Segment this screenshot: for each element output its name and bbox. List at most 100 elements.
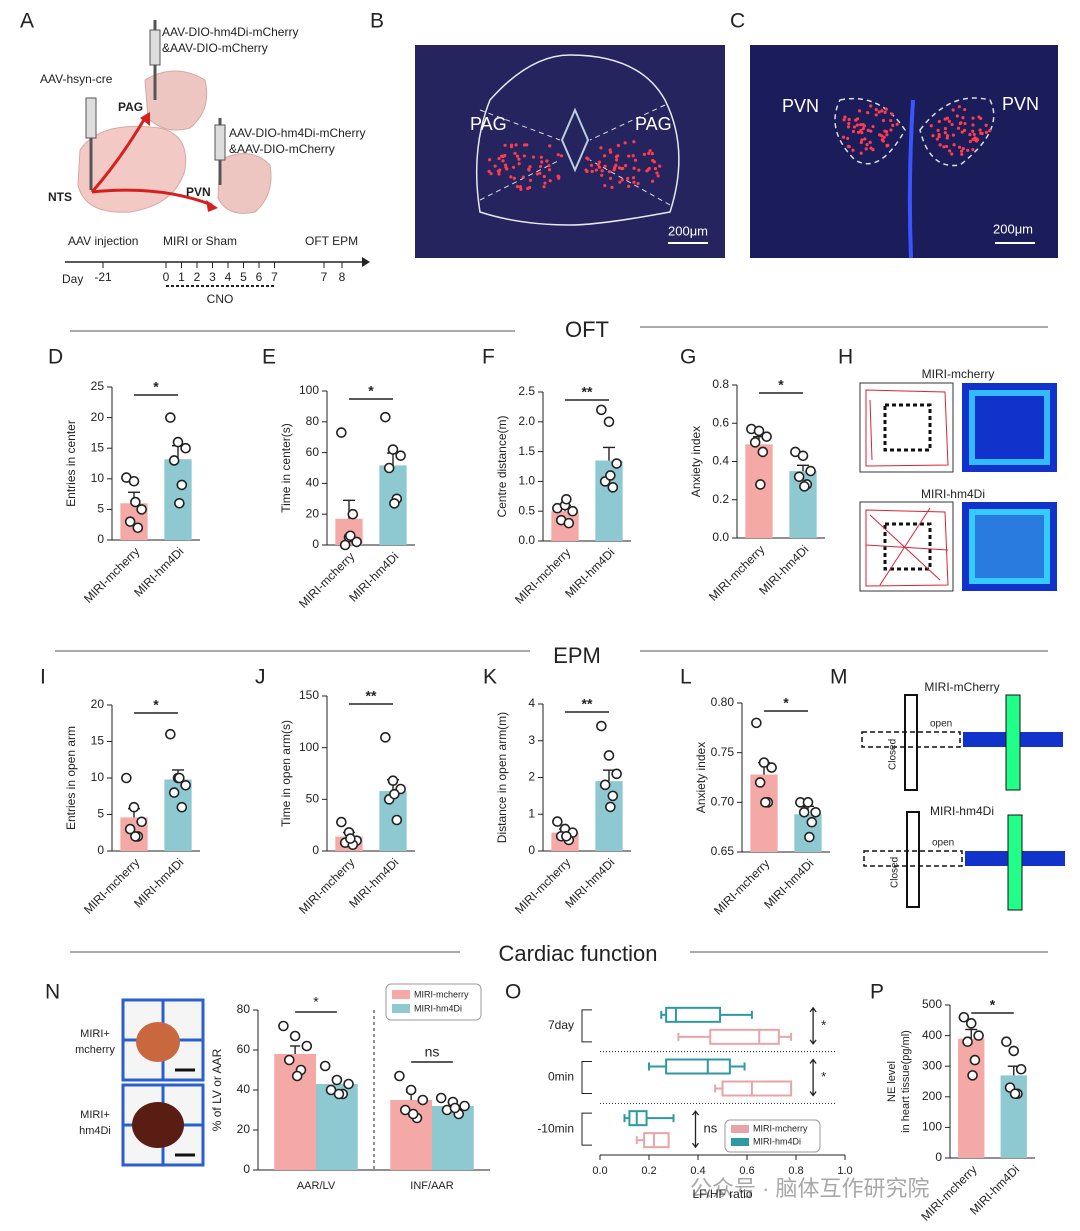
event-label: AAV injection [68, 234, 138, 248]
cell-dot [957, 105, 961, 109]
data-point [301, 1040, 313, 1052]
cell-dot [864, 147, 868, 151]
data-point [176, 801, 188, 813]
cell-dot [618, 180, 622, 184]
y-tick-label: 0.65 [711, 844, 735, 858]
cell-dot [866, 110, 870, 115]
y-tick-label: 0 [528, 843, 535, 857]
box [643, 1132, 670, 1149]
y-axis-label: Entries in center [64, 420, 78, 507]
cell-dot [650, 151, 654, 156]
data-point [567, 505, 578, 517]
y-tick-label: 1.5 [518, 444, 535, 458]
cell-dot [542, 185, 546, 189]
cell-dot [556, 153, 560, 157]
y-tick-label: 60 [237, 1042, 251, 1056]
legend-label: MIRI-hm4Di [414, 1003, 462, 1013]
y-axis-label: Distance in open arm(m) [495, 712, 509, 843]
data-point [611, 768, 622, 780]
image-label: PVN [782, 96, 819, 116]
data-point [1008, 1045, 1020, 1057]
y-tick-label: 500 [922, 997, 942, 1011]
injection-label: AAV-DIO-hm4Di-mCherry [229, 126, 365, 140]
cell-dot [647, 166, 651, 171]
cell-dot [651, 179, 655, 183]
cell-dot [847, 145, 851, 149]
x-axis-label: LF/HF ratio [692, 1187, 752, 1201]
y-axis-label: in heart tissue(pg/ml) [900, 1030, 912, 1133]
cell-dot [620, 178, 624, 182]
cell-dot [498, 168, 502, 172]
cell-dot [972, 132, 976, 137]
significance: ns [704, 1121, 718, 1136]
cell-dot [515, 154, 520, 158]
maze-closed-arm [906, 811, 920, 908]
y-tick-label: 0.75 [711, 745, 735, 759]
syringe [149, 29, 161, 66]
significance-arrow [691, 1110, 700, 1149]
x-tick-label: MIRI-mcherry [512, 855, 573, 916]
significance: * [313, 994, 319, 1010]
x-tick-label: MIRI-mcherry [706, 542, 767, 603]
data-point [132, 522, 144, 534]
cell-dot [602, 154, 607, 158]
cell-dot [971, 137, 975, 141]
panel-label: E [262, 346, 276, 369]
micrograph [750, 45, 1058, 258]
cell-dot [497, 172, 501, 176]
cell-dot [503, 153, 507, 158]
cell-dot [590, 169, 594, 174]
cell-dot [959, 149, 964, 153]
cell-dot [851, 129, 856, 134]
day: 6 [256, 270, 263, 284]
cell-dot [631, 154, 635, 158]
cell-dot [883, 129, 887, 133]
data-point [799, 481, 810, 492]
data-point [283, 1054, 295, 1066]
cell-dot [878, 133, 882, 137]
heatmap [1007, 814, 1023, 911]
arrow-head [206, 200, 218, 212]
significance: * [368, 383, 374, 399]
data-point [563, 517, 575, 529]
panel-label: M [830, 666, 848, 689]
data-point [758, 757, 770, 768]
cell-dot [503, 143, 507, 147]
y-tick-label: 5 [97, 502, 104, 516]
data-point [168, 455, 180, 466]
data-point [607, 482, 619, 493]
cell-dot [626, 176, 630, 181]
panel-label: B [370, 10, 384, 33]
cell-dot [504, 165, 508, 169]
maze-open-arm [861, 731, 961, 748]
cell-dot [950, 122, 954, 127]
y-tick-label: 80 [237, 1002, 251, 1016]
cell-dot [869, 104, 873, 108]
cell-dot [847, 121, 851, 126]
data-point [319, 1060, 331, 1072]
y-axis-label: Entries in open arm [64, 726, 78, 830]
cell-dot [863, 137, 867, 141]
cell-dot [861, 126, 865, 131]
y-tick-label: 60 [306, 445, 320, 459]
data-point [174, 772, 185, 784]
data-point [130, 496, 141, 508]
cell-dot [855, 123, 859, 127]
y-axis-label: Anxiety index [694, 742, 708, 813]
cell-dot [617, 166, 622, 170]
cell-dot [885, 143, 889, 148]
cell-dot [589, 163, 594, 167]
cell-dot [859, 151, 863, 155]
data-point [605, 801, 616, 813]
cell-dot [528, 178, 533, 182]
cell-dot [846, 136, 850, 141]
panel-label: H [838, 346, 853, 369]
data-point [347, 508, 359, 520]
cell-dot [627, 184, 631, 188]
cell-dot [851, 148, 855, 152]
data-point [793, 471, 805, 483]
y-tick-label: 10 [91, 471, 105, 485]
data-point [1009, 1088, 1021, 1100]
data-point [596, 720, 607, 732]
cell-dot [938, 143, 942, 147]
